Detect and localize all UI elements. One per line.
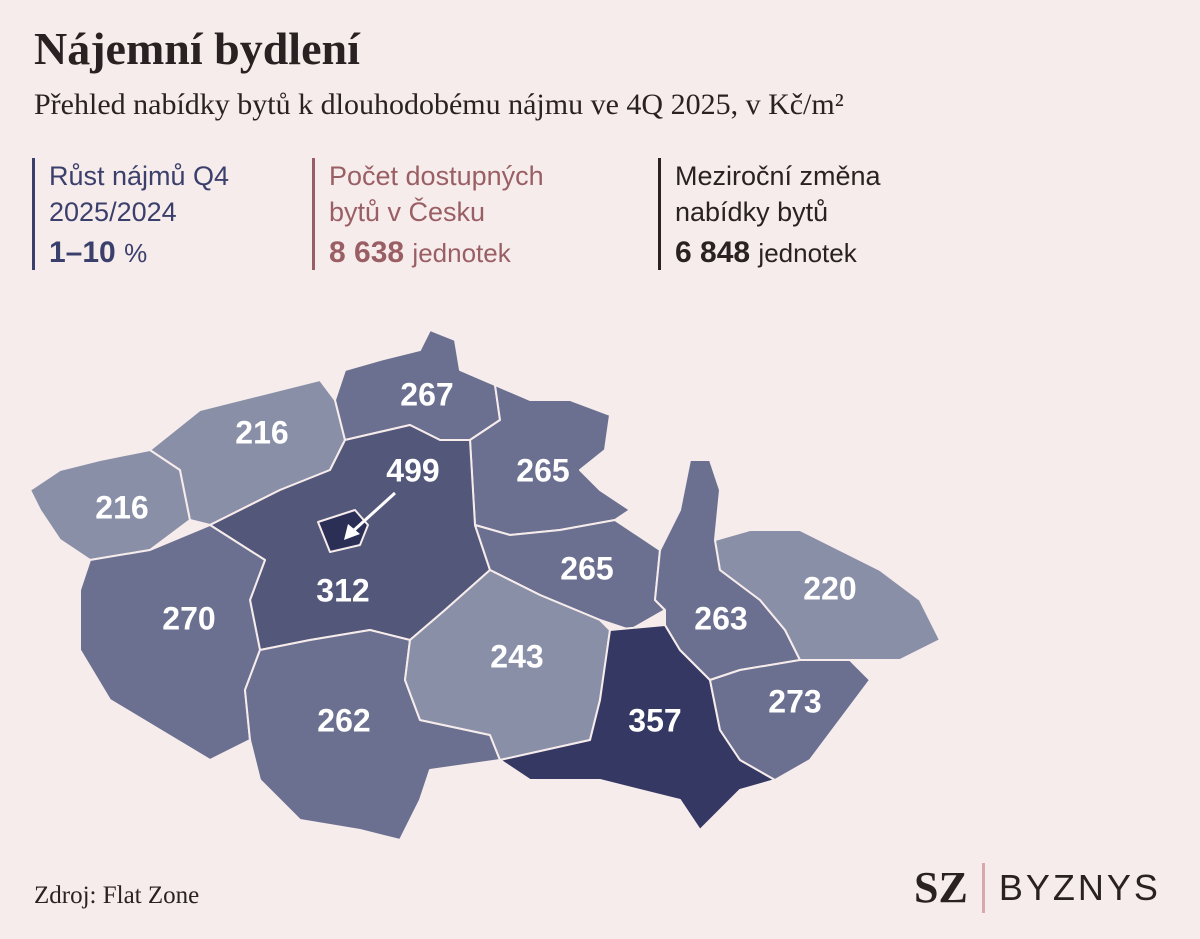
region-value: 263 <box>694 600 747 636</box>
stat-label: Růst nájmů Q4 2025/2024 <box>49 161 230 227</box>
stat-value-row: 1–10 % <box>49 236 309 270</box>
region-value: 262 <box>317 702 370 738</box>
stat-label: Počet dostupných bytů v Česku <box>329 161 544 227</box>
region-value: 499 <box>386 452 439 488</box>
region-value: 265 <box>560 550 613 586</box>
logo-mark: SZ <box>914 863 968 912</box>
region-value: 357 <box>628 702 681 738</box>
region <box>317 509 369 553</box>
arrow <box>350 491 397 534</box>
title: Nájemní bydlení <box>34 23 360 74</box>
subtitle: Přehled nabídky bytů k dlouhodobému nájm… <box>34 88 844 121</box>
stat: Meziroční změna nabídky bytů 6 848 jednot… <box>658 158 935 270</box>
region-value: 270 <box>162 600 215 636</box>
region <box>244 629 501 841</box>
region-value: 216 <box>235 414 288 450</box>
region-value: 216 <box>95 489 148 525</box>
logo-name: BYZNYS <box>998 866 1161 908</box>
logo: SZ BYZNYS <box>914 862 1161 913</box>
stat-value-row: 8 638 jednotek <box>329 236 589 270</box>
stat-value-row: 6 848 jednotek <box>675 236 935 270</box>
region-value: 312 <box>316 572 369 608</box>
stat: Růst nájmů Q4 2025/2024 1–10 % <box>32 158 309 270</box>
stat-value: 8 638 <box>329 236 405 269</box>
arrow-head <box>344 524 360 540</box>
stat-label: Meziroční změna nabídky bytů <box>675 161 881 227</box>
region-value: 243 <box>490 638 543 674</box>
region <box>79 524 266 761</box>
region <box>709 659 871 781</box>
region-value: 267 <box>400 376 453 412</box>
stat-unit: jednotek <box>412 238 511 268</box>
source: Zdroj: Flat Zone <box>34 882 200 909</box>
stat-value: 1–10 <box>49 236 116 269</box>
stat-value: 6 848 <box>675 236 751 269</box>
region-value: 273 <box>768 683 821 719</box>
stat: Počet dostupných bytů v Česku 8 638 jedno… <box>312 158 589 270</box>
stat-unit: % <box>124 238 148 268</box>
region <box>714 529 941 661</box>
region-value: 265 <box>516 452 569 488</box>
region-value: 220 <box>803 570 856 606</box>
stat-unit: jednotek <box>758 238 857 268</box>
